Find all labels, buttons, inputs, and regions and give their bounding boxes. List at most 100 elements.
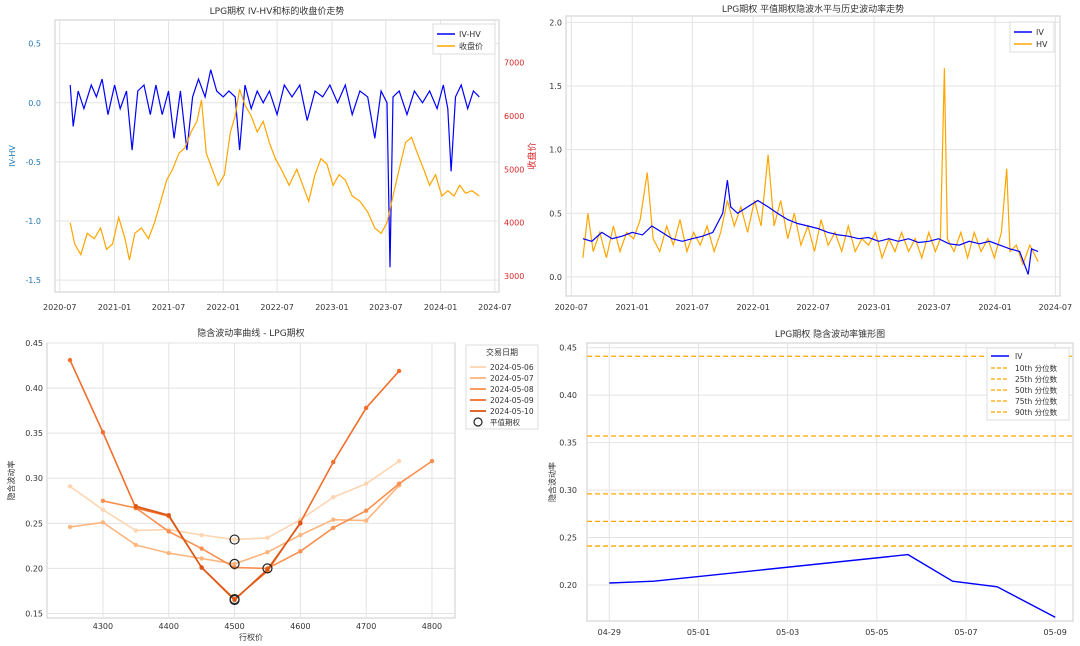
legend-label: 平值期权 (490, 417, 520, 427)
data-point (331, 459, 336, 465)
legend: IV HV (1009, 21, 1055, 53)
data-point (100, 520, 106, 525)
y-tick-label: 0.30 (25, 474, 43, 483)
y-right-tick-label: 4000 (504, 219, 524, 228)
x-tick-label: 2022-07 (796, 303, 829, 312)
x-tick-label: 05-01 (687, 628, 710, 637)
legend-label: 50th 分位数 (1015, 385, 1058, 395)
chart-title: LPG期权 IV-HV和标的收盘价走势 (210, 5, 345, 17)
legend-title: 交易日期 (486, 347, 518, 357)
y-tick-label: 0.40 (559, 391, 577, 400)
legend-label: HV (1036, 40, 1048, 49)
series-line-close-price (69, 89, 480, 261)
x-tick-label: 2024-01 (424, 303, 457, 312)
data-point (133, 503, 139, 509)
legend-label: 2024-05-10 (490, 407, 534, 416)
legend-label: 2024-05-06 (490, 363, 534, 372)
data-point (232, 537, 237, 542)
x-tick-label: 05-07 (954, 628, 977, 637)
x-tick-label: 2023-07 (369, 303, 402, 312)
data-point (298, 549, 303, 554)
y-right-axis-label: 收盘价 (526, 142, 538, 169)
y-tick-label: 0.45 (559, 344, 577, 353)
y-tick-label: 0.20 (559, 581, 577, 590)
x-tick-label: 2020-07 (555, 303, 588, 312)
y-right-tick-label: 5000 (504, 165, 524, 174)
x-tick-label: 4600 (290, 622, 310, 631)
y-right-tick-label: 6000 (504, 112, 524, 121)
x-tick-label: 2024-01 (978, 303, 1011, 312)
x-tick-label: 2024-07 (478, 303, 511, 312)
y-right-tick-label: 3000 (504, 272, 524, 281)
data-point (199, 546, 204, 551)
y-left-axis-label: IV-HV (8, 145, 17, 167)
data-point (363, 405, 369, 411)
x-tick-label: 4800 (422, 622, 442, 631)
atm-marker (229, 594, 240, 606)
y-tick-label: 0.25 (559, 534, 577, 543)
y-axis-label: 隐含波动率 (6, 461, 16, 501)
data-point (199, 532, 204, 538)
data-point (363, 508, 369, 513)
data-point (133, 528, 139, 533)
data-point (67, 524, 73, 530)
legend-label: 90th 分位数 (1015, 407, 1058, 417)
x-tick-label: 2024-07 (1039, 303, 1072, 312)
data-point (133, 542, 139, 548)
legend-label: 25th 分位数 (1015, 374, 1058, 384)
x-tick-label: 2021-07 (152, 303, 185, 312)
y-tick-label: 0.30 (559, 486, 577, 495)
data-point (166, 529, 171, 534)
y-left-tick-label: 0.0 (28, 99, 41, 108)
chart-title: 隐含波动率曲线 - LPG期权 (197, 327, 304, 339)
legend-label: 2024-05-07 (490, 374, 534, 383)
data-point (298, 521, 303, 526)
legend-label: IV (1015, 352, 1023, 361)
y-left-tick-label: -0.5 (25, 158, 41, 167)
x-tick-label: 2020-07 (43, 303, 76, 312)
x-tick-label: 2022-07 (260, 303, 293, 312)
y-tick-label: 0.35 (559, 439, 577, 448)
y-tick-label: 0.0 (549, 273, 562, 282)
data-point (166, 550, 171, 556)
legend: IV-HV 收盘价 (432, 23, 496, 55)
y-tick-label: 0.25 (25, 519, 43, 528)
y-left-tick-label: 0.5 (28, 40, 41, 49)
data-point (265, 535, 270, 540)
legend-label: 10th 分位数 (1015, 363, 1058, 373)
data-point (67, 357, 73, 363)
panel-iv-smile: 4300 4400 4500 4600 4700 4800 0.15 0.20 0.25 0.30… (6, 327, 539, 642)
legend-label: 2024-05-08 (490, 385, 534, 394)
x-tick-label: 2022-01 (736, 303, 769, 312)
x-axis-label: 行权价 (239, 632, 263, 642)
y-tick-label: 1.0 (549, 146, 562, 155)
data-point (265, 549, 270, 555)
x-tick-label: 2023-01 (315, 303, 348, 312)
x-tick-label: 4300 (93, 622, 113, 631)
atm-marker (229, 534, 240, 545)
x-tick-label: 2021-07 (676, 303, 709, 312)
chart-title: LPG期权 隐含波动率锥形图 (775, 328, 885, 340)
data-point (100, 507, 106, 513)
x-tick-label: 05-03 (776, 628, 799, 637)
data-point (363, 518, 369, 523)
data-point (331, 525, 336, 531)
x-tick-label: 04-29 (598, 628, 621, 637)
legend-label: IV (1036, 28, 1044, 37)
legend-box (465, 344, 539, 430)
panel-iv-hv-trend: 2020-07 2021-01 2021-07 2022-01 2022-07 2023-… (549, 3, 1072, 312)
series-line-iv (609, 553, 1056, 618)
atm-marker (262, 563, 273, 574)
x-tick-label: 4700 (356, 622, 376, 631)
data-point (396, 458, 402, 464)
x-tick-label: 2021-01 (616, 303, 649, 312)
x-tick-label: 2021-01 (98, 303, 131, 312)
data-point (67, 484, 73, 489)
legend-box (432, 23, 496, 55)
legend-atm-marker (473, 417, 483, 427)
x-tick-label: 05-09 (1044, 628, 1067, 637)
y-tick-label: 1.5 (549, 82, 562, 91)
data-point (100, 430, 106, 435)
